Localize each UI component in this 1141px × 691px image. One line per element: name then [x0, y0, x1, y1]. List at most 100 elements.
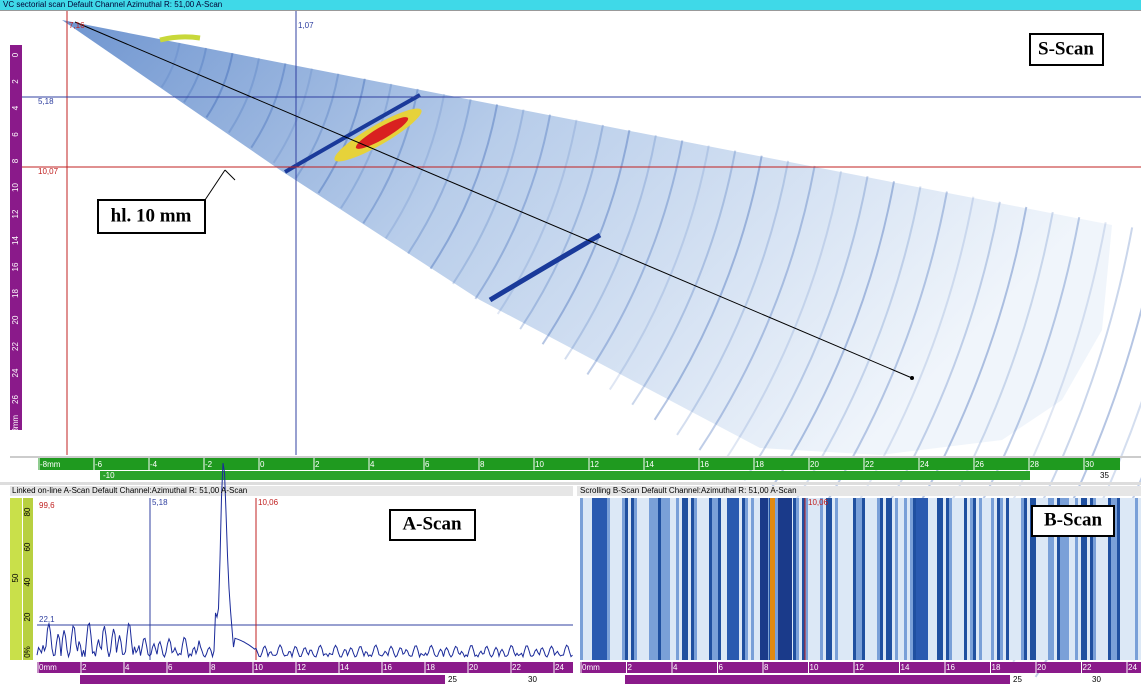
ruler-label: 28mm	[11, 415, 20, 438]
stripe	[1006, 498, 1009, 660]
stripe	[865, 498, 868, 660]
stripe	[1018, 498, 1021, 660]
ruler-label: 0	[11, 52, 20, 57]
ruler-label: 4	[673, 663, 678, 672]
divider	[10, 456, 1141, 458]
stripe	[985, 498, 988, 660]
stripe	[646, 498, 649, 660]
ruler-label: 12	[590, 460, 599, 469]
stripe	[595, 498, 598, 660]
stripe	[928, 498, 931, 660]
stripe	[736, 498, 739, 660]
stripe	[796, 498, 799, 660]
ruler-label: 20	[23, 612, 32, 621]
stripe	[952, 498, 955, 660]
ruler-label: 25	[448, 675, 457, 684]
stripe	[844, 498, 847, 660]
stripe	[955, 498, 958, 660]
stripe	[946, 498, 949, 660]
stripe	[949, 498, 952, 660]
stripe	[973, 498, 976, 660]
ruler-label: 2	[628, 663, 633, 672]
stripe	[904, 498, 907, 660]
stripe	[874, 498, 877, 660]
ruler-label: 20	[11, 315, 20, 324]
stripe	[631, 498, 634, 660]
stripe	[1135, 498, 1138, 660]
stripe	[916, 498, 919, 660]
stripe	[832, 498, 835, 660]
cursor-label: 99,6	[39, 501, 55, 510]
stripe	[997, 498, 1000, 660]
ruler-label: 2	[315, 460, 320, 469]
cursor-label: 5,18	[152, 498, 168, 507]
stripe	[727, 498, 730, 660]
stripe	[724, 498, 727, 660]
panel-title: Scrolling B-Scan Default Channel:Azimuth…	[580, 486, 797, 495]
stripe	[808, 498, 811, 660]
stripe	[640, 498, 643, 660]
stripe	[661, 498, 664, 660]
stripe	[721, 498, 724, 660]
stripe	[991, 498, 994, 660]
stripe	[739, 498, 742, 660]
view-label: S-Scan	[1038, 38, 1094, 59]
stripe	[1132, 498, 1135, 660]
stripe	[934, 498, 937, 660]
ruler-label: 24	[1128, 663, 1137, 672]
ruler-label: 16	[383, 663, 392, 672]
ruler-label: 50	[11, 573, 20, 582]
cursor-label: 22,1	[39, 615, 55, 624]
stripe	[838, 498, 841, 660]
stripe	[817, 498, 820, 660]
ruler-label: 16	[11, 262, 20, 271]
stripe	[1117, 498, 1120, 660]
stripe	[718, 498, 721, 660]
stripe	[706, 498, 709, 660]
stripe	[664, 498, 667, 660]
ruler-label: 22	[1083, 663, 1092, 672]
stripe	[820, 498, 823, 660]
panel-title: Linked on-line A-Scan Default Channel:Az…	[12, 486, 247, 495]
ruler-label: 18	[426, 663, 435, 672]
stripe	[988, 498, 991, 660]
stripe	[637, 498, 640, 660]
stripe	[592, 498, 595, 660]
ruler-label: 6	[425, 460, 430, 469]
ruler-label: 40	[23, 577, 32, 586]
ruler-label: 10	[535, 460, 544, 469]
ruler-label: 22	[11, 342, 20, 351]
ruler-label: 30	[1092, 675, 1101, 684]
stripe	[856, 498, 859, 660]
stripe	[601, 498, 604, 660]
stripe	[847, 498, 850, 660]
ruler-label: 16	[700, 460, 709, 469]
divider	[0, 482, 1141, 485]
stripe	[667, 498, 670, 660]
stripe	[889, 498, 892, 660]
stripe	[961, 498, 964, 660]
ruler-label: 2	[11, 79, 20, 84]
stripe	[649, 498, 652, 660]
stripe	[742, 498, 745, 660]
stripe	[826, 498, 829, 660]
page: {"s_scan":{"header":"VC sectorial scan D…	[0, 0, 1141, 691]
ruler-label: 20	[810, 460, 819, 469]
stripe	[703, 498, 706, 660]
stripe	[1126, 498, 1129, 660]
stripe	[700, 498, 703, 660]
stripe	[853, 498, 856, 660]
stripe	[967, 498, 970, 660]
stripe	[748, 498, 751, 660]
stripe	[811, 498, 814, 660]
stripe	[868, 498, 871, 660]
ruler-label: 0mm	[39, 663, 57, 672]
stripe	[652, 498, 655, 660]
stripe	[583, 498, 586, 660]
ruler-label: 20	[469, 663, 478, 672]
bottom-ruler	[38, 458, 1120, 470]
stripe	[979, 498, 982, 660]
stripe	[676, 498, 679, 660]
ruler-label: 12	[297, 663, 306, 672]
stripe	[754, 498, 757, 660]
